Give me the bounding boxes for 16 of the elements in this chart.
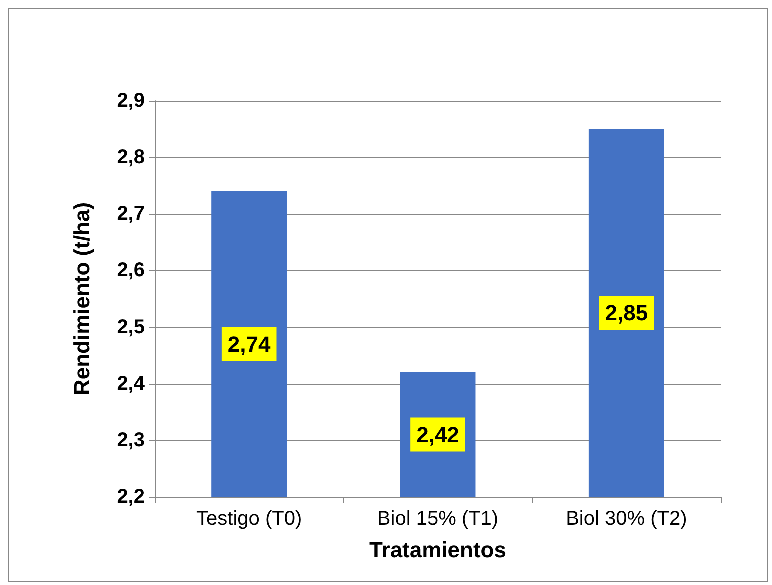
- x-tick-label: Testigo (T0): [196, 508, 302, 530]
- data-label: 2,85: [605, 300, 648, 326]
- y-tick-label: 2,3: [117, 429, 145, 452]
- y-tick-label: 2,5: [117, 316, 145, 338]
- y-tick-label: 2,4: [117, 372, 146, 395]
- y-axis-title: Rendimiento (t/ha): [70, 202, 94, 396]
- y-tick-label: 2,9: [117, 90, 145, 112]
- y-tick-label: 2,2: [117, 486, 145, 508]
- data-label: 2,74: [228, 332, 272, 357]
- x-axis-title: Tratamientos: [370, 538, 506, 562]
- y-tick-label: 2,7: [117, 203, 145, 226]
- y-tick-label: 2,8: [117, 146, 145, 169]
- y-tick-label: 2,6: [117, 260, 145, 282]
- data-label: 2,42: [416, 422, 460, 448]
- x-tick-label: Biol 15% (T1): [377, 508, 499, 530]
- x-tick-label: Biol 30% (T2): [566, 508, 688, 530]
